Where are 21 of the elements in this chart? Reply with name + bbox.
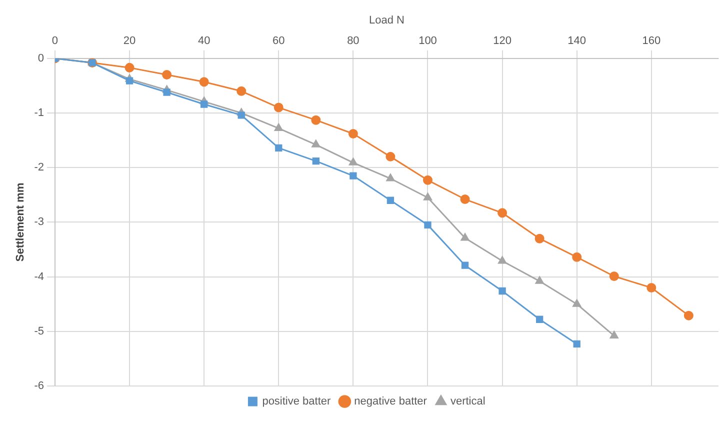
y-axis-title: Settlement mm bbox=[14, 182, 27, 262]
x-tick-label: 40 bbox=[198, 34, 210, 47]
y-tick-label: -5 bbox=[34, 325, 44, 338]
y-tick-label: -1 bbox=[34, 107, 44, 120]
x-tick-label: 140 bbox=[568, 34, 586, 47]
x-tick-label: 160 bbox=[642, 34, 661, 47]
y-tick-label: -4 bbox=[34, 270, 44, 283]
legend-label: vertical bbox=[450, 396, 486, 408]
x-axis-title: Load N bbox=[369, 14, 405, 27]
x-tick-label: 100 bbox=[418, 34, 437, 47]
y-tick-label: -2 bbox=[34, 162, 44, 174]
y-tick-label: -3 bbox=[34, 216, 44, 228]
x-tick-label: 20 bbox=[123, 34, 136, 47]
x-tick-label: 80 bbox=[347, 34, 360, 47]
y-tick-label: -6 bbox=[34, 380, 44, 392]
legend-label: negative batter bbox=[354, 396, 428, 408]
legend-label: positive batter bbox=[262, 396, 332, 408]
x-tick-label: 120 bbox=[493, 34, 512, 47]
x-tick-label: 60 bbox=[272, 34, 285, 47]
y-tick-label: 0 bbox=[38, 52, 44, 64]
x-tick-label: 0 bbox=[52, 34, 58, 47]
